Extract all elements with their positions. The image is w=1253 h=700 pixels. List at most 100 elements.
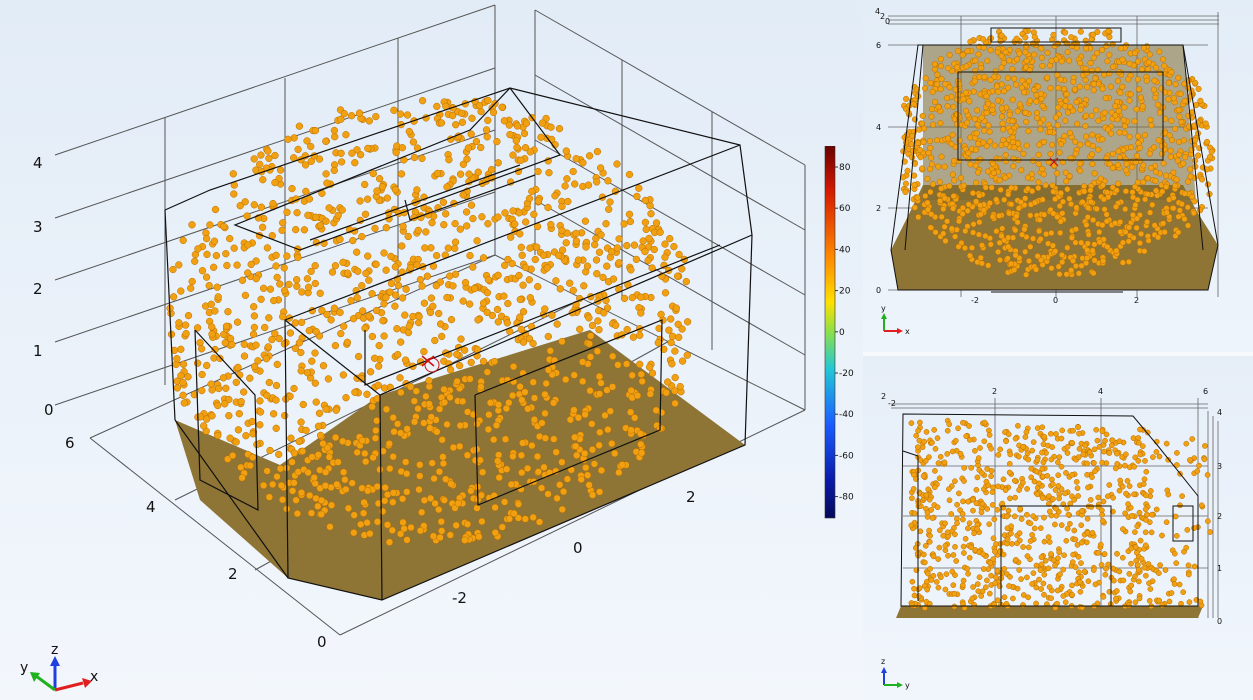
particle — [1136, 439, 1142, 446]
particle — [678, 357, 687, 365]
particle — [1110, 63, 1117, 70]
particle — [293, 282, 301, 290]
particle — [1117, 45, 1125, 52]
particle — [1070, 427, 1076, 434]
particle — [566, 416, 575, 424]
particle — [1099, 46, 1106, 54]
particle — [1179, 493, 1185, 499]
particle — [961, 244, 969, 252]
particle — [1096, 444, 1103, 450]
particle — [991, 516, 998, 523]
particle — [667, 338, 675, 347]
y-tick: 2 — [228, 565, 238, 583]
particle — [1030, 570, 1037, 576]
particle — [356, 197, 364, 205]
particle — [416, 527, 425, 535]
side-y-tick: 4 — [1098, 387, 1103, 396]
particle — [1035, 179, 1042, 186]
particle — [1089, 247, 1096, 254]
particle — [376, 465, 384, 474]
particle — [1120, 146, 1127, 153]
particle — [514, 500, 523, 508]
particle — [211, 205, 220, 214]
main-3d-view[interactable]: 4 3 2 1 0 6 4 2 0 2 0 -2 z x y — [0, 0, 863, 700]
particle — [517, 243, 525, 251]
particle — [1119, 56, 1126, 63]
particle — [563, 175, 571, 183]
side-view-canvas[interactable]: 2 4 6 4 3 2 1 0 2 -2 z y — [863, 356, 1253, 700]
particle — [1069, 439, 1075, 446]
particle — [1073, 99, 1080, 106]
particle — [247, 260, 255, 269]
particle — [226, 234, 234, 243]
particle — [1112, 203, 1120, 210]
particle — [593, 347, 602, 355]
particle — [1038, 586, 1044, 592]
side-view[interactable]: 2 4 6 4 3 2 1 0 2 -2 z y — [863, 356, 1253, 700]
particle — [517, 156, 525, 164]
top-triad-y: y — [881, 304, 886, 313]
particle — [416, 472, 424, 480]
particle — [1031, 199, 1038, 206]
particle — [933, 137, 941, 144]
particle — [276, 166, 285, 174]
particle — [1091, 241, 1098, 248]
particle — [525, 335, 534, 343]
particle — [444, 244, 452, 252]
particle — [654, 339, 662, 347]
particle — [952, 531, 958, 538]
particle — [1132, 158, 1139, 166]
particle — [394, 281, 403, 290]
particle — [523, 464, 532, 473]
particle — [1132, 201, 1139, 209]
particle — [1145, 66, 1152, 73]
particle — [230, 244, 238, 252]
top-view[interactable]: 6 4 2 0 -2 0 2 4 2 0 y x — [863, 0, 1253, 352]
particle — [1092, 581, 1099, 588]
particle — [288, 184, 296, 193]
particle — [423, 272, 432, 280]
particle — [990, 161, 997, 168]
particle — [1019, 231, 1026, 238]
particle — [483, 133, 491, 141]
particle — [467, 201, 476, 209]
particle — [985, 168, 992, 175]
particle — [1044, 74, 1051, 81]
particle — [1173, 533, 1180, 539]
particle — [932, 229, 939, 236]
particle — [1023, 142, 1030, 149]
particle — [637, 440, 645, 448]
particle — [976, 219, 983, 226]
particle — [409, 312, 417, 321]
particle — [992, 548, 998, 555]
particle — [642, 225, 650, 234]
particle — [303, 369, 312, 377]
particle — [641, 196, 650, 205]
particle — [1142, 196, 1149, 203]
particle — [992, 580, 999, 587]
particle — [1153, 449, 1160, 455]
particle — [1100, 498, 1107, 505]
particle — [1002, 151, 1009, 159]
particle — [558, 337, 566, 346]
particle — [272, 381, 281, 390]
particle — [583, 471, 592, 479]
particle — [291, 319, 300, 327]
color-scale-tick-label: -80 — [839, 493, 854, 503]
particle — [1134, 58, 1142, 65]
particle — [323, 179, 331, 187]
particle — [1053, 505, 1059, 512]
particle — [1154, 192, 1161, 199]
main-3d-canvas[interactable]: 4 3 2 1 0 6 4 2 0 2 0 -2 z x y — [0, 0, 863, 700]
particle — [1106, 450, 1113, 456]
top-y-ticks: 6 4 2 0 — [876, 41, 881, 295]
top-view-canvas[interactable]: 6 4 2 0 -2 0 2 4 2 0 y x — [863, 0, 1253, 352]
particle — [263, 244, 272, 252]
particle — [1104, 243, 1111, 250]
particle — [404, 328, 413, 337]
particle — [403, 488, 411, 496]
particle — [1185, 571, 1192, 578]
particle — [1010, 155, 1017, 162]
particle — [925, 486, 932, 493]
particle — [1178, 119, 1185, 126]
